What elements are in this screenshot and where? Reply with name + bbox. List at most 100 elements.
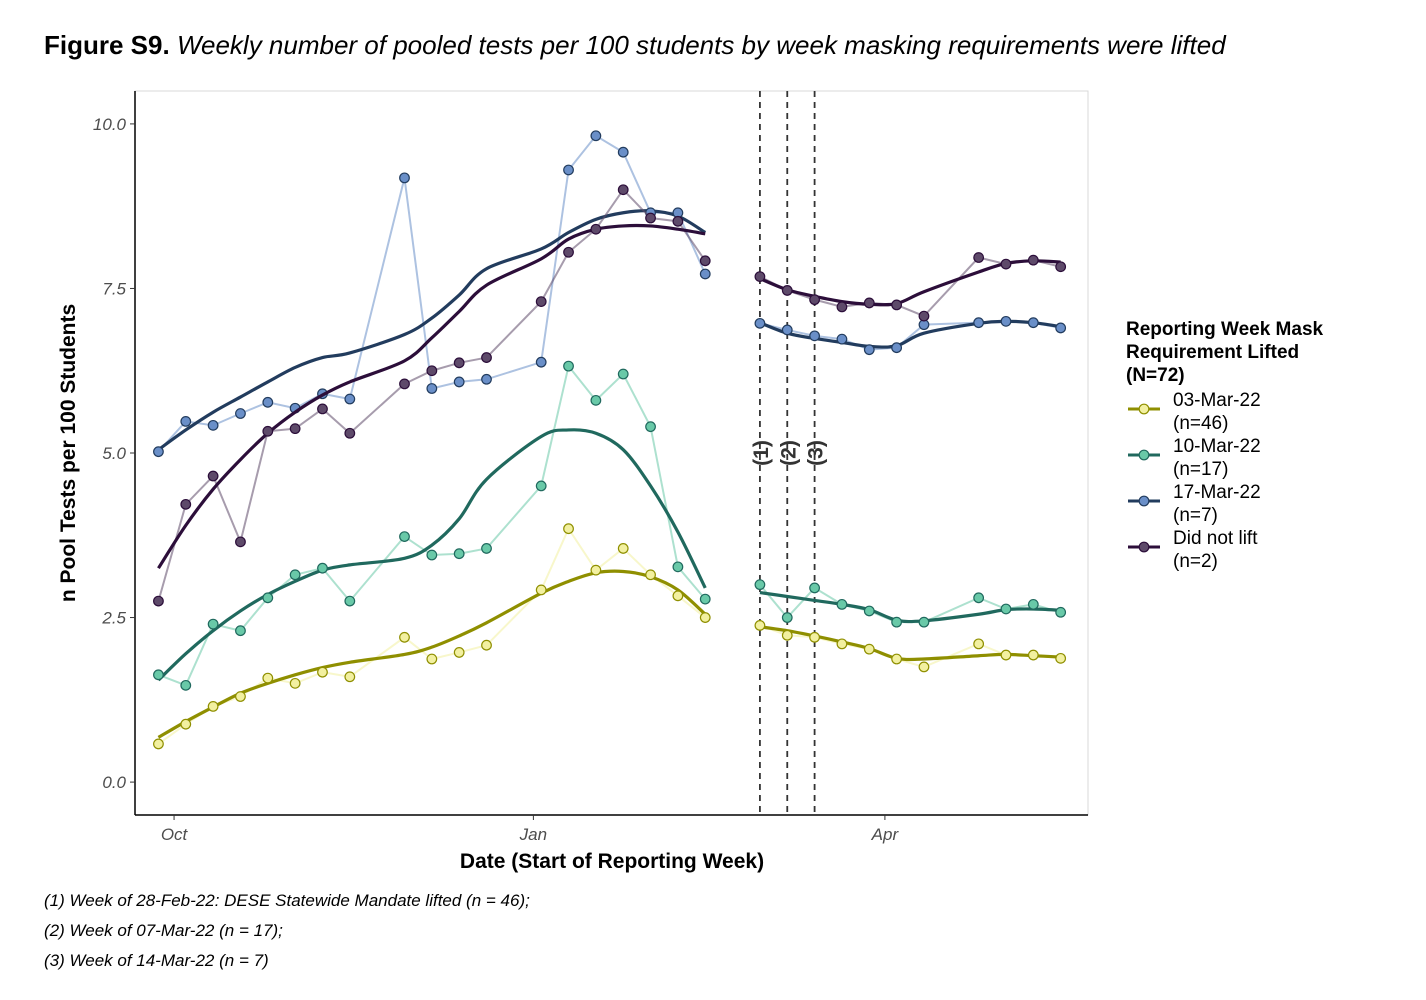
axes: 0.0 2.5 5.0 7.5 10.0 Oct Jan Apr <box>93 91 1088 844</box>
figure-title: Figure S9. Weekly number of pooled tests… <box>44 30 1226 61</box>
data-point <box>1000 315 1012 327</box>
data-point <box>180 416 192 427</box>
data-point <box>481 639 492 651</box>
legend-key <box>1128 403 1160 415</box>
data-point <box>590 564 602 576</box>
data-point <box>863 344 875 356</box>
data-point <box>289 569 301 581</box>
data-point <box>672 215 684 227</box>
figure-caption: Weekly number of pooled tests per 100 st… <box>176 30 1226 60</box>
legend: Reporting Week Mask Requirement Lifted (N=… <box>1126 318 1416 581</box>
series-3 <box>153 130 1067 458</box>
data-point <box>153 738 164 750</box>
x-tick-label: Apr <box>871 825 900 844</box>
data-point <box>973 252 985 263</box>
panel-background <box>134 90 1089 816</box>
data-point <box>754 317 766 329</box>
data-point <box>235 625 246 637</box>
data-point <box>1000 603 1012 615</box>
data-point <box>426 383 438 394</box>
legend-item-2: 10-Mar-22 (n=17) <box>1126 436 1416 489</box>
footnote-1: (1) Week of 28-Feb-22: DESE Statewide Ma… <box>44 891 530 910</box>
data-point <box>535 296 547 308</box>
data-point <box>1027 649 1039 661</box>
y-tick-label: 7.5 <box>102 279 126 298</box>
footnote-2: (2) Week of 07-Mar-22 (n = 17); <box>44 921 283 940</box>
legend-key-point <box>1138 403 1150 415</box>
data-point <box>153 595 164 607</box>
legend-title-line: (N=72) <box>1126 365 1185 386</box>
data-point <box>535 356 547 368</box>
data-point <box>836 598 848 610</box>
data-point <box>699 255 711 267</box>
series-1 <box>153 523 1067 750</box>
data-point <box>153 446 164 458</box>
data-point <box>645 212 656 224</box>
data-point <box>563 164 574 176</box>
data-point <box>262 672 274 684</box>
x-tick-label: Jan <box>519 825 547 844</box>
legend-item-3: 17-Mar-22 (n=7) <box>1126 482 1416 535</box>
data-point <box>1055 606 1067 618</box>
data-point <box>617 146 629 158</box>
legend-key <box>1128 449 1160 461</box>
data-point <box>207 419 219 431</box>
series-2 <box>153 360 1067 691</box>
data-point <box>344 595 356 607</box>
data-point <box>344 393 356 405</box>
data-point <box>617 368 629 380</box>
data-point <box>426 653 438 665</box>
data-point <box>426 365 438 377</box>
data-point <box>754 620 766 631</box>
legend-title-line: Reporting Week Mask <box>1126 319 1324 340</box>
data-point <box>699 268 711 280</box>
legend-title: Reporting Week Mask Requirement Lifted (N=… <box>1126 318 1416 387</box>
data-point <box>645 569 656 581</box>
data-point <box>317 666 328 678</box>
data-point <box>563 360 574 372</box>
data-point <box>289 677 301 689</box>
data-point <box>754 271 766 283</box>
legend-item-1: 03-Mar-22 (n=46) <box>1126 390 1416 443</box>
data-point <box>645 421 656 433</box>
y-tick-label: 0.0 <box>102 773 126 792</box>
footnotes: (1) Week of 28-Feb-22: DESE Statewide Ma… <box>44 888 530 978</box>
data-point <box>207 618 219 630</box>
legend-label: 03-Mar-22 (n=46) <box>1173 390 1261 434</box>
reference-lines: (1) (2) (3) <box>750 91 828 815</box>
data-point <box>235 408 246 419</box>
data-point <box>672 590 684 602</box>
data-point <box>918 661 930 673</box>
data-point <box>617 543 629 554</box>
data-point <box>672 561 684 573</box>
data-point <box>453 647 465 658</box>
data-point <box>781 612 793 623</box>
series-trend-line <box>157 209 707 452</box>
data-point <box>809 631 820 643</box>
legend-key <box>1128 541 1160 553</box>
legend-label: Did not lift (n=2) <box>1173 528 1258 572</box>
data-point <box>699 593 711 605</box>
y-tick-label: 2.5 <box>101 609 126 628</box>
data-point <box>617 184 629 196</box>
data-point <box>891 342 903 354</box>
series-4 <box>153 184 1067 607</box>
y-axis-title: n Pool Tests per 100 Students <box>57 304 80 602</box>
data-point <box>1055 261 1067 273</box>
data-point <box>235 691 246 702</box>
data-point <box>781 324 793 336</box>
data-point <box>399 631 410 643</box>
data-point <box>754 579 766 591</box>
data-point <box>836 301 848 313</box>
data-point <box>973 638 985 650</box>
figure-label: Figure S9. <box>44 30 170 60</box>
data-point <box>563 246 574 258</box>
data-point <box>836 333 848 345</box>
reference-label-1: (1) <box>750 440 773 466</box>
x-tick-label: Oct <box>161 825 189 844</box>
data-point <box>481 352 492 363</box>
legend-key-point <box>1138 495 1150 507</box>
data-point <box>317 403 328 415</box>
data-point <box>153 669 164 681</box>
